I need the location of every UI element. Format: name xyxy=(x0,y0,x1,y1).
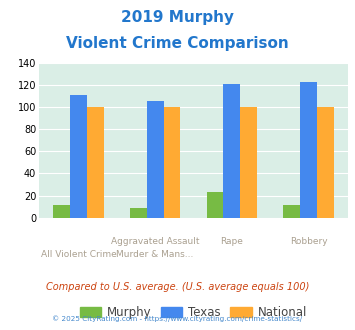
Bar xyxy=(207,192,223,218)
Bar xyxy=(223,84,240,218)
Text: Robbery: Robbery xyxy=(290,237,327,246)
Bar xyxy=(317,107,334,218)
Legend: Murphy, Texas, National: Murphy, Texas, National xyxy=(75,301,312,324)
Bar xyxy=(130,208,147,218)
Bar xyxy=(53,205,70,218)
Text: Aggravated Assault: Aggravated Assault xyxy=(111,237,200,246)
Bar xyxy=(240,107,257,218)
Text: © 2025 CityRating.com - https://www.cityrating.com/crime-statistics/: © 2025 CityRating.com - https://www.city… xyxy=(53,315,302,322)
Bar xyxy=(164,107,180,218)
Text: Violent Crime Comparison: Violent Crime Comparison xyxy=(66,36,289,51)
Text: Rape: Rape xyxy=(220,237,243,246)
Bar xyxy=(300,82,317,218)
Text: Compared to U.S. average. (U.S. average equals 100): Compared to U.S. average. (U.S. average … xyxy=(46,282,309,292)
Bar xyxy=(70,95,87,218)
Bar xyxy=(147,101,164,218)
Bar xyxy=(283,205,300,218)
Text: All Violent Crime: All Violent Crime xyxy=(40,250,116,259)
Text: Murder & Mans...: Murder & Mans... xyxy=(116,250,194,259)
Text: 2019 Murphy: 2019 Murphy xyxy=(121,10,234,25)
Bar xyxy=(87,107,104,218)
